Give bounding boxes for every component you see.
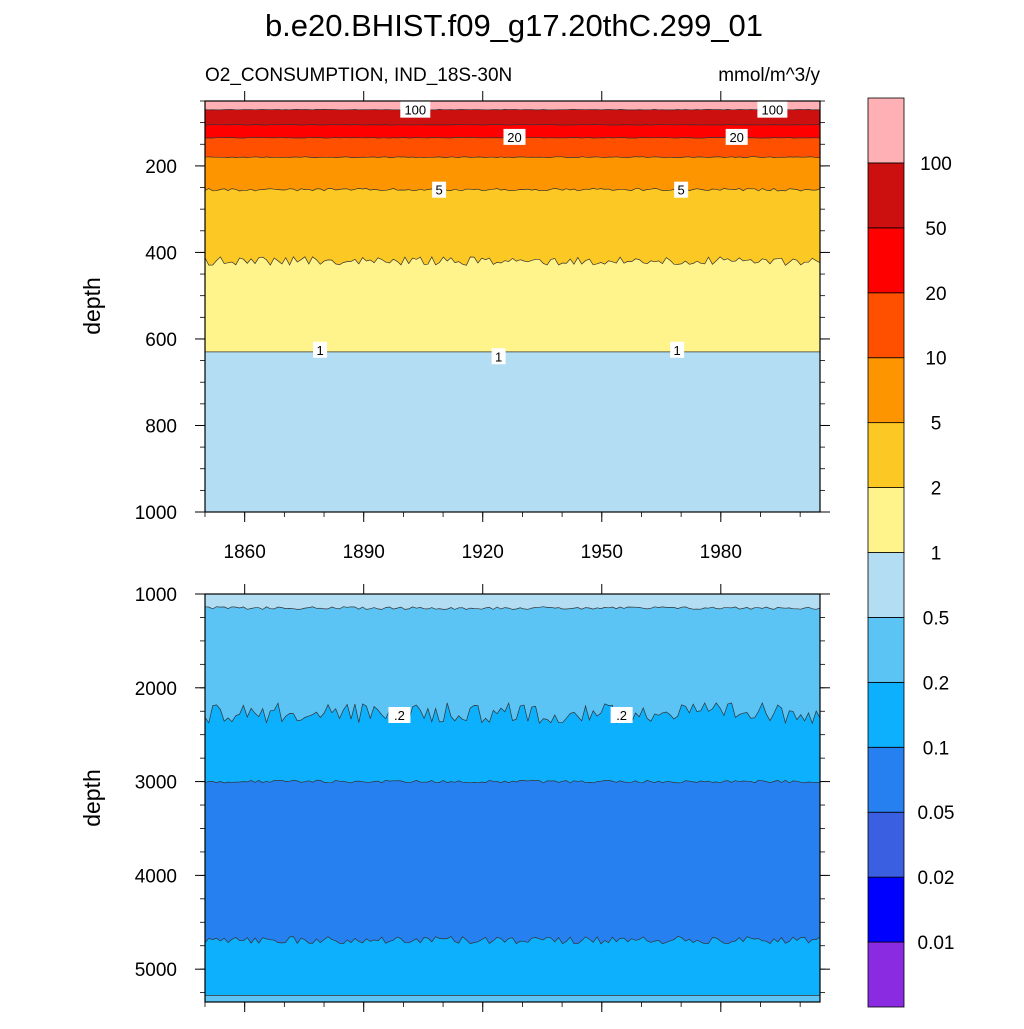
colorbar-box-12: [867, 162, 905, 229]
contour-label-box: [491, 348, 506, 365]
colorbar-label: 0.05: [918, 803, 955, 824]
upper-xtick-label: 1920: [462, 542, 504, 563]
colorbar-box-1: [867, 876, 905, 943]
colorbar-label: 10: [925, 349, 946, 370]
lower-contour-fills: [205, 594, 820, 1002]
contour-label-box: [757, 101, 788, 118]
units-label: mmol/m^3/y: [718, 65, 820, 86]
contour-label: .2: [394, 708, 405, 723]
chart-title: b.e20.BHIST.f09_g17.20thC.299_01: [265, 8, 763, 43]
variable-label: O2_CONSUMPTION, IND_18S-30N: [205, 65, 512, 86]
upper-xtick-label: 1860: [224, 542, 266, 563]
contour-label: 20: [507, 130, 521, 145]
colorbar-box-7: [867, 487, 905, 553]
colorbar-box-5: [867, 617, 905, 683]
lower-band-4: [205, 936, 820, 1002]
colorbar-label: 5: [931, 414, 942, 435]
upper-ytick-label: 1000: [135, 503, 177, 524]
upper-xtick-label: 1890: [343, 542, 385, 563]
lower-ytick-label: 5000: [135, 960, 177, 981]
lower-ytick-label: 1000: [135, 585, 177, 606]
contour-label-box: [610, 706, 633, 723]
upper-panel: 200 400 600 800 1000 1860 1890 1920 1950 1980 100 1…: [135, 91, 830, 563]
contour-label-box: [670, 341, 685, 358]
lower-ytick-label: 4000: [135, 866, 177, 887]
contour-label: 1: [674, 343, 681, 358]
lower-panel: 1000 2000 3000 4000 5000 .2 .2: [135, 584, 830, 1012]
lower-ytick-label: 2000: [135, 679, 177, 700]
colorbar-box-2: [867, 811, 905, 878]
contour-label: 20: [729, 130, 743, 145]
contour-label: 5: [678, 183, 685, 198]
upper-ytick-label: 200: [145, 157, 177, 178]
contour-label-box: [400, 101, 431, 118]
contour-label-box: [503, 128, 526, 145]
lower-contour-line-2: [205, 701, 820, 725]
contour-label: .2: [616, 708, 627, 723]
upper-contour-line-4: [205, 156, 820, 159]
contour-label-box: [674, 181, 689, 198]
colorbar-box-4: [867, 681, 905, 748]
contour-label: 1: [316, 343, 323, 358]
contour-label-box: [725, 128, 748, 145]
lower-ytick-label: 3000: [135, 773, 177, 794]
y-axis-label-lower: depth: [79, 769, 105, 827]
colorbar-label: 100: [920, 154, 952, 175]
colorbar-box-0: [867, 941, 905, 1008]
colorbar-label: 2: [931, 479, 942, 500]
upper-ytick-label: 800: [145, 416, 177, 437]
upper-band-7: [205, 351, 820, 512]
lower-frame: [204, 593, 821, 1003]
colorbar-label: 0.01: [918, 933, 955, 954]
upper-contour-fills: [205, 101, 820, 512]
upper-xtick-label: 1950: [581, 542, 623, 563]
lower-contour-line-3: [205, 779, 820, 784]
contour-label: 1: [495, 349, 502, 364]
colorbar-label: 0.1: [923, 738, 949, 759]
lower-contour-line-1: [205, 606, 820, 610]
upper-xtick-label: 1980: [700, 542, 742, 563]
upper-contour-line-5: [205, 187, 820, 192]
colorbar-label: 0.02: [918, 868, 955, 889]
colorbar-label: 1: [931, 544, 942, 565]
colorbar: 0.01 0.02 0.05 0.1 0.2 0.5 1 2 5 10 20 50 100: [867, 97, 955, 1008]
y-axis-label-upper: depth: [79, 277, 105, 335]
colorbar-label: 20: [925, 284, 946, 305]
colorbar-box-11: [867, 227, 905, 294]
upper-ytick-label: 400: [145, 243, 177, 264]
contour-label: 100: [762, 103, 784, 118]
upper-frame: [204, 100, 821, 513]
colorbar-label: 0.2: [923, 673, 949, 694]
colorbar-box-6: [867, 552, 905, 618]
colorbar-box-10: [867, 292, 905, 359]
upper-ytick-label: 600: [145, 330, 177, 351]
upper-contour-line-1: [205, 109, 820, 111]
contour-label-box: [313, 341, 328, 358]
lower-contour-line-4: [205, 936, 820, 945]
upper-contour-line-6: [205, 256, 820, 266]
colorbar-box-13: [867, 97, 905, 164]
lower-band-5: [205, 995, 820, 1002]
colorbar-label: 0.5: [923, 608, 949, 629]
upper-contour-line-2: [205, 124, 820, 126]
contour-label: 100: [404, 103, 426, 118]
colorbar-label: 50: [925, 219, 946, 240]
contour-label: 5: [435, 183, 442, 198]
colorbar-box-9: [867, 357, 905, 424]
contour-label-box: [388, 706, 411, 723]
contour-label-box: [432, 181, 447, 198]
colorbar-box-8: [867, 422, 905, 488]
colorbar-box-3: [867, 746, 905, 813]
